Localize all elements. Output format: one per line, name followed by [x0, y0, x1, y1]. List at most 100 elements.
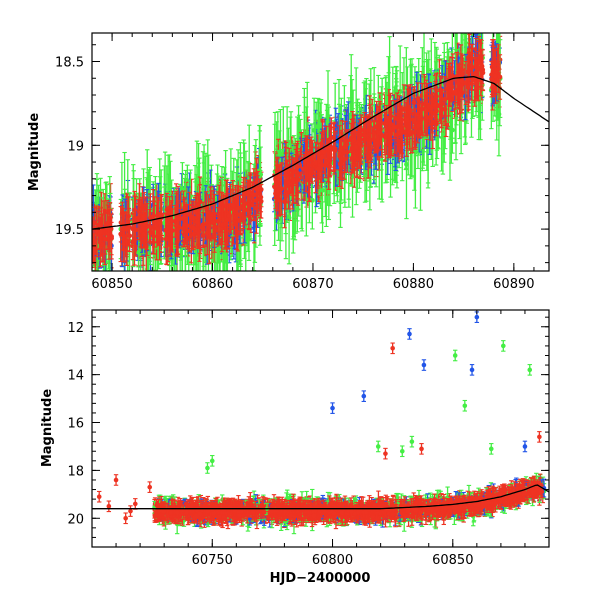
- bottom-data-points: [96, 311, 547, 535]
- top-axis-ticks: 60850 60860 60870 60880 60890 18.5 19 19.5: [55, 33, 549, 292]
- x-tick-label: 60750: [192, 553, 233, 568]
- data-point: [244, 182, 250, 206]
- data-point: [210, 205, 216, 240]
- top-plot-frame: [91, 32, 550, 272]
- data-point: [330, 402, 335, 414]
- data-point: [449, 57, 455, 95]
- y-tick-label: 16: [67, 417, 84, 432]
- y-tick-label: 18: [67, 464, 84, 479]
- data-point: [147, 209, 152, 243]
- data-point: [375, 440, 381, 453]
- bottom-axis-ticks: 60750 60800 60850 12 14 16 18 20: [67, 310, 550, 568]
- data-point: [394, 92, 400, 145]
- data-point: [386, 94, 392, 145]
- data-point: [286, 163, 291, 203]
- top-y-axis-label: Magnitude: [27, 113, 42, 192]
- data-point: [223, 199, 228, 249]
- top-model-curve: [92, 75, 549, 230]
- top-data-points: [92, 33, 503, 271]
- data-point: [109, 213, 114, 260]
- data-point: [200, 212, 206, 247]
- data-point: [445, 77, 450, 100]
- data-point: [501, 340, 506, 352]
- data-point: [163, 213, 169, 265]
- data-point: [399, 445, 405, 458]
- data-point: [374, 128, 380, 153]
- data-point: [362, 111, 367, 160]
- data-point: [251, 168, 257, 222]
- y-tick-label: 12: [67, 321, 84, 336]
- data-point: [455, 63, 461, 104]
- data-point: [371, 121, 377, 146]
- data-point: [150, 189, 156, 244]
- data-point: [191, 206, 196, 251]
- data-point: [283, 152, 289, 198]
- data-point: [460, 54, 466, 93]
- y-tick-label: 18.5: [55, 55, 84, 70]
- data-point: [233, 199, 239, 235]
- data-point: [204, 210, 210, 256]
- data-point: [537, 431, 542, 443]
- y-tick-label: 20: [67, 512, 84, 527]
- data-point: [401, 84, 407, 135]
- data-point: [442, 76, 448, 123]
- data-point: [105, 204, 111, 242]
- data-point: [390, 342, 395, 355]
- data-point: [178, 207, 183, 230]
- data-point: [96, 490, 102, 503]
- data-point: [132, 195, 137, 243]
- x-tick-label: 60870: [292, 277, 333, 292]
- data-point: [312, 152, 318, 174]
- data-point: [452, 349, 458, 362]
- bottom-y-axis-label: Magnitude: [40, 389, 55, 468]
- data-point: [294, 151, 300, 200]
- data-point: [411, 99, 417, 143]
- data-point: [315, 151, 321, 187]
- x-tick-label: 60800: [312, 553, 353, 568]
- data-point: [453, 80, 458, 104]
- data-point: [391, 115, 397, 140]
- data-point: [479, 48, 485, 85]
- data-point: [331, 123, 337, 173]
- y-tick-label: 14: [67, 369, 84, 384]
- data-point: [361, 390, 367, 402]
- data-point: [407, 328, 412, 340]
- data-point: [409, 435, 415, 448]
- data-point: [469, 364, 475, 376]
- data-point: [113, 474, 119, 486]
- data-point: [128, 505, 133, 517]
- data-point: [257, 178, 263, 219]
- data-point: [213, 219, 219, 242]
- data-point: [147, 481, 153, 493]
- data-point: [174, 226, 180, 257]
- data-point: [522, 440, 528, 453]
- data-point: [230, 188, 236, 222]
- data-point: [187, 191, 193, 238]
- data-point: [433, 86, 439, 123]
- data-point: [205, 462, 210, 474]
- data-point: [154, 215, 160, 243]
- data-point: [421, 359, 427, 371]
- data-point: [254, 182, 259, 234]
- data-point: [106, 500, 112, 513]
- data-point: [419, 443, 424, 455]
- y-tick-label: 19: [67, 139, 84, 154]
- data-point: [342, 120, 348, 173]
- data-point: [225, 193, 230, 246]
- data-point: [168, 200, 174, 251]
- x-tick-label: 60860: [192, 277, 233, 292]
- data-point: [132, 498, 138, 510]
- data-point: [124, 211, 130, 247]
- x-tick-label: 60890: [493, 277, 534, 292]
- y-tick-label: 19.5: [55, 223, 84, 238]
- data-point: [404, 100, 410, 140]
- x-tick-label: 60850: [91, 277, 132, 292]
- data-point: [492, 57, 498, 96]
- data-point: [438, 90, 444, 124]
- data-point: [489, 60, 495, 89]
- data-point: [462, 399, 468, 412]
- data-point: [123, 512, 128, 525]
- data-point: [382, 111, 388, 162]
- top-panel: 60850 60860 60870 60880 60890 18.5 19 19.5 Magn…: [27, 32, 550, 292]
- data-point: [127, 219, 133, 253]
